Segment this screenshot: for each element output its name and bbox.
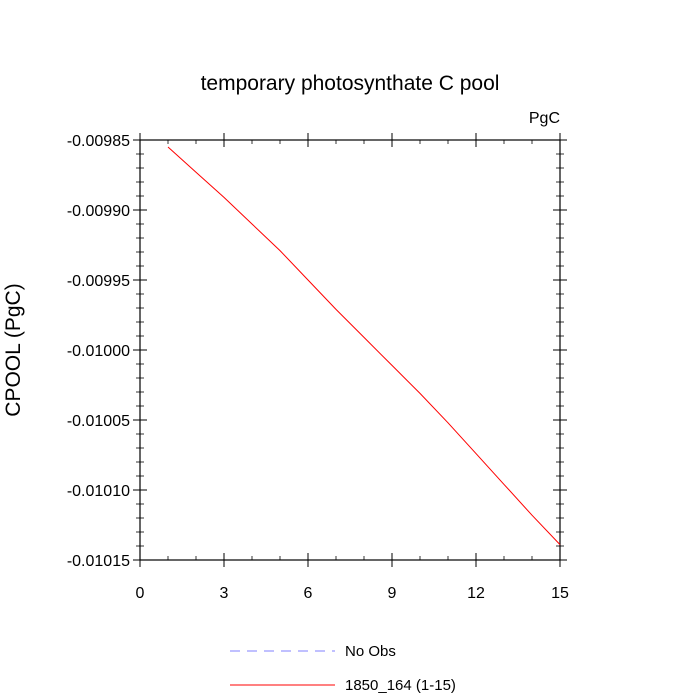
x-tick-label: 9 (388, 585, 397, 602)
x-tick-labels: 0 3 6 9 12 15 (136, 585, 569, 602)
y-tick-labels: -0.00985 -0.00990 -0.00995 -0.01000 -0.01005… (67, 133, 130, 570)
chart-title: temporary photosynthate C pool (201, 72, 500, 95)
legend: No Obs 1850_164 (1-15) (230, 643, 456, 694)
y-tick-label: -0.01000 (67, 343, 130, 360)
x-tick-label: 6 (304, 585, 313, 602)
y-tick-label: -0.00985 (67, 133, 130, 150)
y-tick-label: -0.01015 (67, 553, 130, 570)
x-tick-label: 0 (136, 585, 145, 602)
y-axis-label: CPOOL (PgC) (2, 283, 25, 416)
series-lines (167, 146, 561, 545)
y-tick-label: -0.00990 (67, 203, 130, 220)
series-line (167, 146, 561, 545)
axis-ticks (133, 133, 567, 567)
y-tick-label: -0.01005 (67, 413, 130, 430)
y-tick-label: -0.01010 (67, 483, 130, 500)
plot-frame (139, 139, 561, 561)
x-tick-label: 12 (467, 585, 485, 602)
units-label: PgC (529, 110, 560, 127)
legend-label: 1850_164 (1-15) (345, 677, 456, 694)
y-tick-label: -0.00995 (67, 273, 130, 290)
legend-label: No Obs (345, 643, 396, 660)
x-tick-label: 15 (551, 585, 569, 602)
x-tick-label: 3 (220, 585, 229, 602)
